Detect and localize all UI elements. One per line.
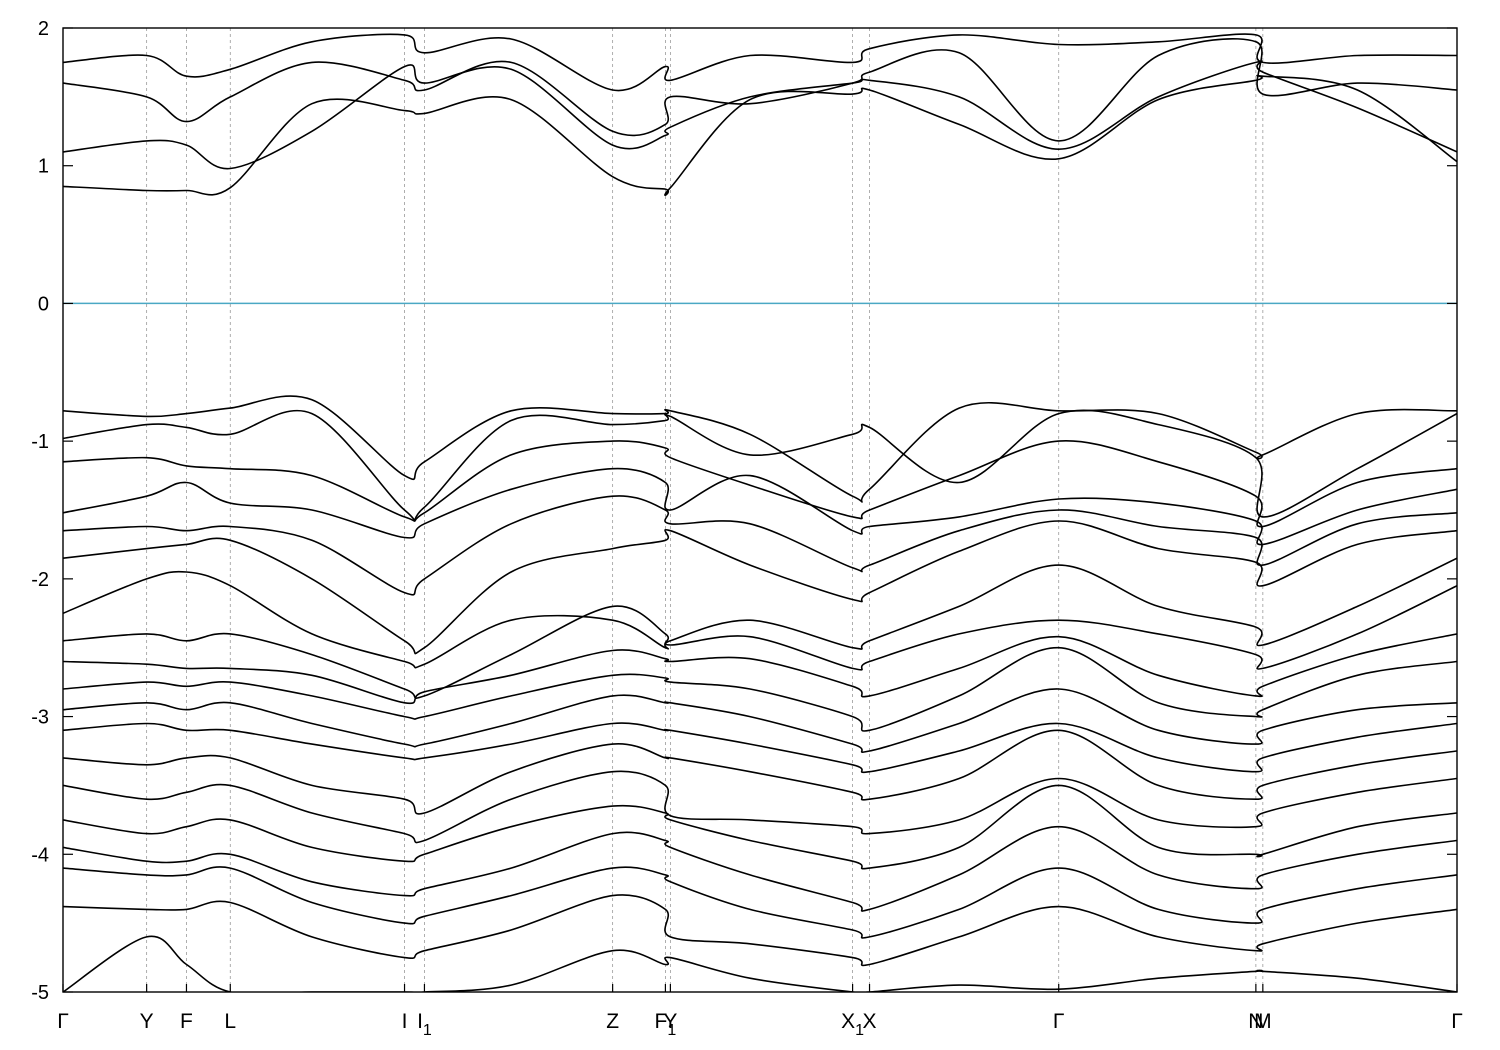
band-line-2 <box>63 60 1457 170</box>
y-tick-label: -3 <box>31 707 49 729</box>
y-tick-label: 0 <box>38 293 49 315</box>
y-tick-label: -2 <box>31 569 49 591</box>
x-tick-label: Γ <box>1053 1010 1065 1033</box>
band-line-7 <box>63 440 1457 528</box>
band-line-9 <box>63 495 1457 596</box>
x-tick-label: M <box>1254 1010 1272 1033</box>
band-line-3 <box>63 38 1457 142</box>
x-tick-label: F <box>180 1010 193 1033</box>
x-tick-label: L <box>224 1010 236 1033</box>
y-tick-label: 1 <box>38 156 49 178</box>
x-tick-label: X <box>863 1010 877 1033</box>
band-line-22 <box>63 894 1457 967</box>
band-lines <box>63 33 1457 992</box>
band-line-14 <box>63 646 1457 732</box>
y-tick-label: -5 <box>31 982 49 1004</box>
band-line-21 <box>63 866 1457 939</box>
x-tick-label: N <box>1248 1010 1263 1033</box>
band-line-8 <box>63 467 1457 546</box>
band-line-10 <box>63 520 1457 655</box>
band-line-17 <box>63 729 1457 815</box>
x-tick-label: Y <box>663 1010 677 1033</box>
y-axis-ticks: -5 -4 -3 -2 -1 0 1 2 <box>31 18 1457 1004</box>
band-line-15 <box>63 688 1457 753</box>
band-line-23 <box>63 935 1457 992</box>
plot-frame <box>62 27 1458 993</box>
band-line-6 <box>63 409 1457 521</box>
band-line-4 <box>63 33 1457 92</box>
band-line-18 <box>63 770 1457 844</box>
x-tick-label: Z <box>606 1010 619 1033</box>
band-line-12 <box>63 584 1457 700</box>
band-line-13 <box>63 633 1457 705</box>
x-tick-label: Γ <box>1451 1010 1463 1033</box>
band-line-1 <box>63 74 1457 197</box>
x-tick-label: I <box>402 1010 408 1033</box>
x-tick-label: X1 <box>841 1010 864 1039</box>
x-tick-label: I1 <box>417 1010 432 1039</box>
y-tick-label: 2 <box>38 18 49 40</box>
band-line-20 <box>63 825 1457 912</box>
band-line-16 <box>63 722 1457 774</box>
x-tick-label: Γ <box>57 1010 69 1033</box>
x-tick-label: Y <box>140 1010 154 1033</box>
band-line-11 <box>63 557 1457 669</box>
y-tick-label: -4 <box>31 844 49 866</box>
y-tick-label: -1 <box>31 431 49 453</box>
band-line-19 <box>63 784 1457 870</box>
band-line-5 <box>63 395 1457 503</box>
